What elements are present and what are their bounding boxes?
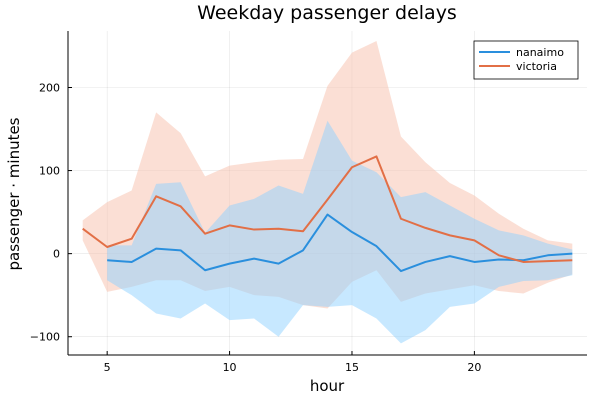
x-tick-label-2: 15 — [345, 361, 359, 374]
x-tick-label-1: 10 — [223, 361, 237, 374]
y-tick-label-2: 100 — [39, 165, 60, 178]
axes — [67, 31, 587, 356]
x-tick-label-3: 20 — [467, 361, 481, 374]
y-axis-title: passenger · minutes — [5, 117, 23, 270]
series-lines — [82, 155, 573, 273]
y-tick-label-3: 200 — [39, 81, 60, 94]
chart-title: Weekday passenger delays — [197, 2, 457, 24]
legend-box — [473, 40, 579, 80]
nanaimo-line — [107, 213, 573, 273]
legend-label-victoria: victoria — [516, 60, 557, 73]
y-tick-label-1: 0 — [53, 248, 60, 261]
legend-label-nanaimo: nanaimo — [516, 46, 564, 59]
nanaimo-band — [107, 120, 573, 344]
y-tick-label-0: −100 — [30, 331, 60, 344]
confidence-bands — [82, 40, 573, 344]
x-axis-title: hour — [310, 377, 345, 395]
victoria-line — [82, 155, 573, 263]
tick-labels: 5 10 15 20 −100 0 100 200 — [30, 81, 482, 374]
x-tick-label-0: 5 — [104, 361, 111, 374]
